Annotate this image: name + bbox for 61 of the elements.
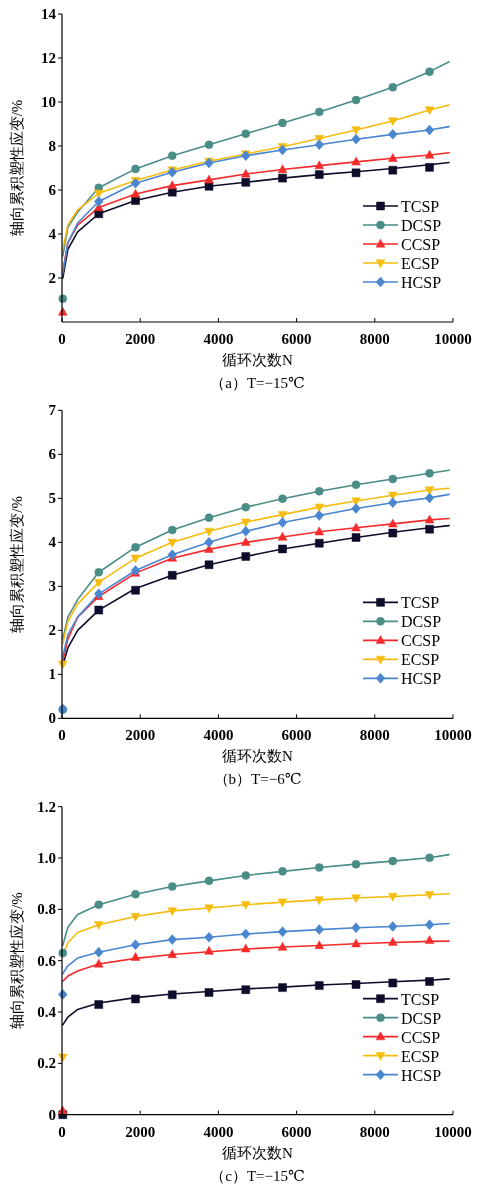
y-tick-label: 4 (48, 534, 57, 551)
y-tick-label: 1 (48, 666, 56, 683)
legend-label: CCSP (401, 1028, 441, 1046)
legend-label: ECSP (401, 651, 440, 669)
legend-label: CCSP (401, 632, 441, 650)
y-tick-label: 4 (48, 226, 57, 242)
legend-label: DCSP (401, 217, 442, 234)
y-tick-label: 1.0 (37, 850, 56, 866)
x-tick-label: 2000 (125, 1123, 156, 1140)
text: （c）T=−15℃ (210, 1167, 305, 1184)
y-tick-label: 0 (48, 1106, 56, 1123)
x-tick-label: 6000 (281, 1123, 312, 1140)
y-tick-label: 6 (48, 182, 57, 198)
legend-label: HCSP (401, 670, 442, 688)
y-tick-label: 0.6 (37, 952, 57, 969)
legend-label: TCSP (401, 198, 440, 215)
legend-label: CCSP (401, 236, 441, 253)
y-tick-label: 8 (48, 138, 56, 154)
y-tick-label: 3 (48, 578, 56, 595)
y-axis-title: 轴向累积塑性应变/% (9, 99, 25, 237)
x-tick-label: 10000 (434, 1123, 472, 1140)
x-tick-label: 8000 (359, 727, 390, 744)
legend-label: HCSP (401, 274, 442, 291)
legend-label: DCSP (401, 1009, 442, 1027)
x-tick-label: 8000 (359, 331, 390, 347)
y-tick-label: 2 (48, 622, 56, 639)
legend-label: DCSP (401, 613, 442, 631)
y-axis-title: 轴向累积塑性应变/% (9, 892, 25, 1029)
y-tick-label: 0.2 (37, 1055, 56, 1072)
legend-label: ECSP (401, 255, 440, 272)
legend-label: HCSP (401, 1066, 442, 1084)
y-axis-title: 轴向累积塑性应变/% (9, 496, 25, 633)
text: （b）T=−6℃ (213, 771, 302, 788)
x-tick-label: 8000 (359, 1123, 390, 1140)
y-tick-label: 5 (48, 490, 56, 507)
x-tick-label: 6000 (281, 727, 312, 744)
x-axis-title: 循环次数N (222, 352, 294, 368)
y-tick-label: 0.4 (37, 1004, 57, 1020)
y-tick-label: 0 (48, 710, 56, 727)
x-axis-title: 循环次数N (222, 1144, 294, 1161)
y-tick-label: 6 (48, 446, 57, 463)
x-axis-title: 循环次数N (222, 748, 294, 765)
y-tick-label: 14 (41, 6, 57, 22)
legend-label: ECSP (401, 1047, 440, 1065)
y-tick-label: 2 (48, 270, 56, 286)
y-tick-label: 12 (41, 50, 56, 66)
y-tick-label: 10 (41, 94, 56, 110)
y-tick-label: 0.8 (37, 901, 56, 918)
x-tick-label: 6000 (281, 331, 312, 347)
x-tick-label: 2000 (125, 331, 156, 347)
legend-label: TCSP (401, 990, 440, 1008)
x-tick-label: 10000 (434, 331, 472, 347)
text: （a）T=−15℃ (210, 375, 305, 391)
y-tick-label: 1.2 (37, 798, 56, 815)
legend-label: TCSP (401, 594, 440, 612)
y-tick-label: 7 (48, 402, 57, 419)
x-tick-label: 4000 (203, 727, 234, 744)
x-tick-label: 4000 (203, 1123, 234, 1140)
x-tick-label: 4000 (203, 331, 234, 347)
x-tick-label: 10000 (434, 727, 472, 744)
x-tick-label: 2000 (125, 727, 156, 744)
